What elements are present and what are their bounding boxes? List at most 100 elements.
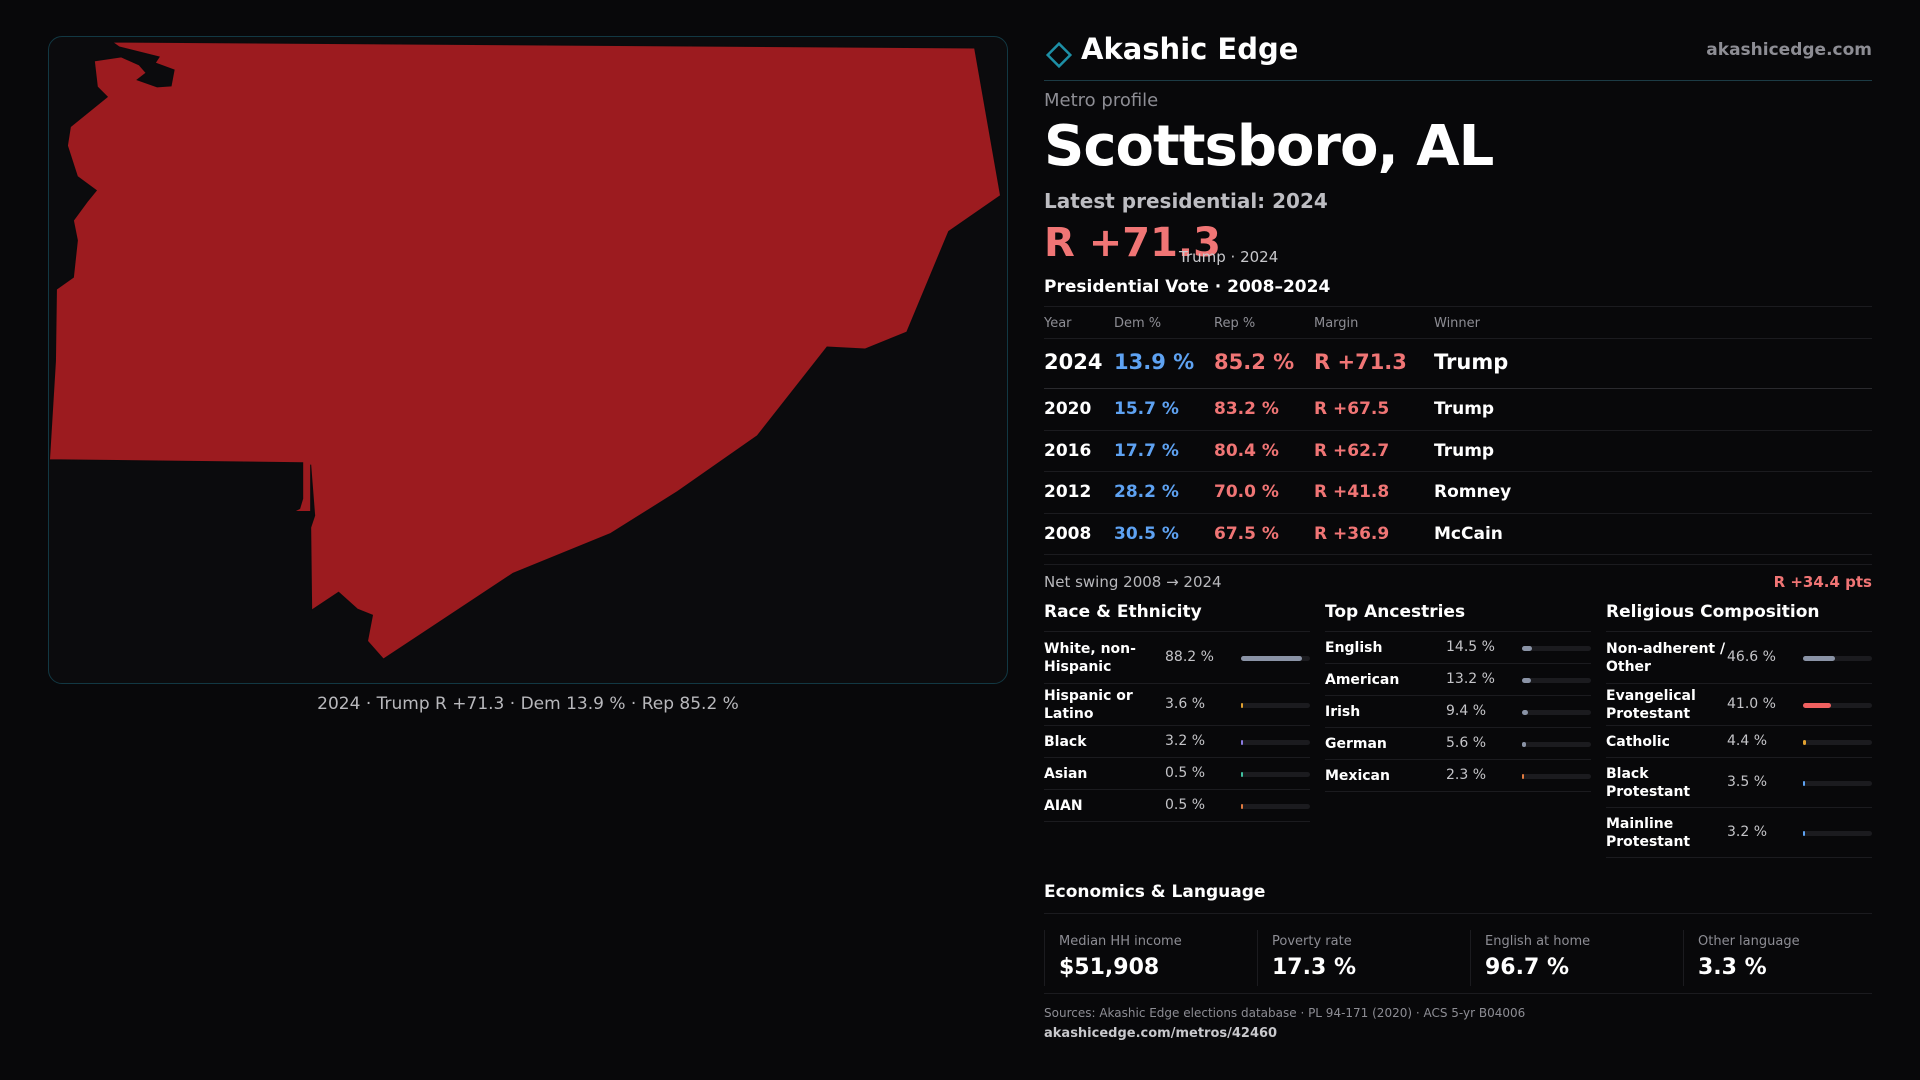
cell-dem: 17.7 % [1114,440,1179,461]
list-item: Non-adherent / Other 46.6 % [1606,632,1872,684]
cell-dem: 15.7 % [1114,399,1179,419]
brand-name[interactable]: Akashic Edge [1081,32,1299,66]
share-bar-fill [1522,645,1532,651]
item-value: 46.6 % [1727,649,1776,665]
table-row: 2024 13.9 % 85.2 % R +71.3 Trump [1044,339,1872,389]
latest-presidential-label: Latest presidential: 2024 [1044,189,1328,213]
net-swing: Net swing 2008 → 2024 R +34.4 pts [1044,564,1872,596]
stat-median-income: Median HH income $51,908 [1044,930,1244,986]
cell-winner: Trump [1434,399,1495,419]
item-label: Mainline Protestant [1606,816,1691,850]
item-label: Catholic [1606,734,1670,750]
list-item: Black Protestant 3.5 % [1606,758,1872,808]
list-item: German 5.6 % [1325,728,1591,760]
item-label: American [1325,672,1400,688]
cell-year: 2024 [1044,350,1103,374]
item-label: Black Protestant [1606,766,1691,800]
cell-rep: 70.0 % [1214,482,1279,502]
item-value: 13.2 % [1446,671,1495,687]
share-bar [1522,677,1591,683]
share-bar-fill [1803,780,1806,786]
religious-composition-section: Religious Composition Non-adherent / Oth… [1606,600,1872,858]
item-label: English [1325,640,1383,656]
county-map[interactable] [48,36,1008,684]
share-bar-fill [1803,702,1832,708]
item-label: German [1325,736,1387,752]
share-bar [1522,709,1591,715]
top-ancestries-title: Top Ancestries [1325,600,1591,632]
vote-table: Year Dem % Rep % Margin Winner 2024 13.9… [1044,306,1872,555]
vote-table-header: Year Dem % Rep % Margin Winner [1044,307,1872,339]
cell-rep: 83.2 % [1214,399,1279,419]
item-value: 3.5 % [1727,774,1768,790]
list-item: Black 3.2 % [1044,726,1310,758]
cell-rep: 80.4 % [1214,440,1279,461]
county-shape[interactable] [49,41,1002,660]
list-item: Evangelical Protestant 41.0 % [1606,684,1872,726]
cell-margin: R +62.7 [1314,440,1390,461]
brand-bar: Akashic Edge akashicedge.com [1044,30,1872,81]
brand-url[interactable]: akashicedge.com [1706,40,1872,60]
source-link[interactable]: akashicedge.com/metros/42460 [1044,1026,1278,1041]
headline-margin: R +71.3 [1044,220,1221,266]
item-value: 3.2 % [1727,824,1768,840]
list-item: Hispanic or Latino 3.6 % [1044,684,1310,726]
economics-title: Economics & Language [1044,882,1872,914]
sources-note: Sources: Akashic Edge elections database… [1044,1006,1526,1020]
stat-other-language: Other language 3.3 % [1683,930,1883,986]
cell-year: 2016 [1044,440,1092,461]
cell-margin: R +41.8 [1314,482,1390,502]
cell-winner: Trump [1434,440,1495,461]
list-item: Asian 0.5 % [1044,758,1310,790]
stat-value: 3.3 % [1698,955,1767,980]
share-bar [1522,645,1591,651]
stat-label: Other language [1698,934,1800,949]
item-value: 41.0 % [1727,696,1776,712]
stat-value: 17.3 % [1272,955,1356,980]
item-value: 5.6 % [1446,735,1487,751]
item-value: 88.2 % [1165,649,1214,665]
cell-margin: R +36.9 [1314,523,1390,544]
top-ancestries-section: Top Ancestries English 14.5 % American 13.2… [1325,600,1591,792]
cell-dem: 13.9 % [1114,350,1195,374]
column-header-dem: Dem % [1114,316,1162,331]
item-label: White, non-Hispanic [1044,641,1136,675]
item-label: Hispanic or Latino [1044,688,1133,722]
share-bar [1803,655,1872,661]
list-item: English 14.5 % [1325,632,1591,664]
table-row: 2016 17.7 % 80.4 % R +62.7 Trump [1044,431,1872,472]
stat-label: Poverty rate [1272,934,1352,949]
item-value: 9.4 % [1446,703,1487,719]
list-item: Mexican 2.3 % [1325,760,1591,792]
diamond-icon [1045,41,1073,69]
share-bar-fill [1803,830,1806,836]
share-bar-fill [1241,739,1244,745]
item-label: Irish [1325,704,1361,720]
share-bar-fill [1522,773,1524,779]
list-item: Irish 9.4 % [1325,696,1591,728]
item-label: Mexican [1325,768,1390,784]
cell-winner: Romney [1434,482,1512,502]
share-bar-fill [1241,655,1302,661]
item-value: 0.5 % [1165,765,1206,781]
table-row: 2008 30.5 % 67.5 % R +36.9 McCain [1044,514,1872,555]
cell-winner: Trump [1434,350,1509,374]
cell-margin: R +71.3 [1314,350,1407,374]
share-bar-fill [1241,702,1244,708]
cell-year: 2012 [1044,482,1092,502]
cell-dem: 30.5 % [1114,523,1179,544]
item-label: AIAN [1044,798,1083,814]
share-bar-fill [1522,709,1529,715]
item-value: 2.3 % [1446,767,1487,783]
item-value: 0.5 % [1165,797,1206,813]
share-bar [1241,803,1310,809]
share-bar [1241,702,1310,708]
county-map-svg [49,41,1002,660]
item-value: 4.4 % [1727,733,1768,749]
item-label: Asian [1044,766,1088,782]
share-bar [1803,830,1872,836]
economics-grid: Median HH income $51,908 Poverty rate 17… [1044,926,1872,994]
item-value: 3.6 % [1165,696,1206,712]
list-item: Mainline Protestant 3.2 % [1606,808,1872,858]
race-ethnicity-title: Race & Ethnicity [1044,600,1310,632]
